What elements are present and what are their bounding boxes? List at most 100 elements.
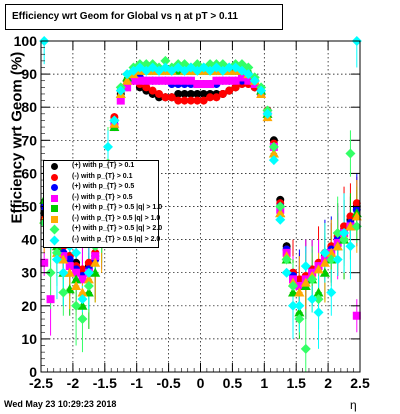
- data-point: [155, 89, 164, 98]
- data-point: [313, 287, 324, 297]
- data-point: [83, 287, 94, 297]
- legend-entry: (+) with p_{T} > 0.5: [44, 182, 158, 193]
- y-tick-label: 0: [29, 364, 37, 380]
- legend-label: (-) with p_{T} > 0.5 |q| > 1.0: [72, 214, 161, 222]
- x-tick-label: 0.5: [223, 375, 243, 391]
- data-point: [345, 241, 356, 252]
- legend-entry: (+) with p_{T} > 0.5 |q| > 1.0: [44, 203, 162, 214]
- legend-label: (+) with p_{T} > 0.5 |q| > 2.0: [72, 225, 163, 232]
- data-point: [249, 75, 260, 86]
- data-point: [288, 287, 299, 297]
- data-point: [122, 75, 133, 85]
- data-point: [167, 93, 176, 102]
- data-point: [352, 311, 361, 320]
- legend-marker: [51, 205, 58, 212]
- data-point: [51, 254, 62, 265]
- legend-marker: [49, 235, 60, 245]
- data-point: [326, 254, 337, 265]
- x-tick-label: 2.5: [350, 375, 370, 391]
- data-point: [64, 267, 75, 277]
- y-tick-label: 20: [21, 298, 37, 314]
- y-tick-label: 50: [21, 199, 37, 215]
- data-point: [295, 275, 304, 284]
- x-tick-label: 2: [324, 375, 332, 391]
- legend-entry: (+) with p_{T} > 0.5 |q| > 2.0: [44, 224, 162, 235]
- data-point: [256, 85, 267, 96]
- data-point: [64, 284, 75, 294]
- data-point: [326, 287, 337, 298]
- data-point: [237, 73, 246, 82]
- data-point: [206, 80, 215, 89]
- timestamp-footer: Wed May 23 10:29:23 2018: [4, 399, 117, 409]
- y-axis-label: Efficiency wrt Geom (%): [8, 51, 26, 224]
- x-tick-label: -1: [130, 375, 143, 391]
- data-point: [129, 76, 138, 85]
- data-point: [281, 267, 292, 278]
- data-point: [71, 274, 82, 284]
- data-point: [300, 261, 311, 272]
- legend-marker: [51, 194, 58, 202]
- data-point: [288, 300, 299, 311]
- data-point: [294, 287, 305, 297]
- data-point: [313, 294, 324, 305]
- data-point: [268, 141, 279, 152]
- data-point: [294, 314, 305, 325]
- y-tick-label: 90: [21, 66, 37, 82]
- data-point: [332, 241, 343, 251]
- data-point: [91, 252, 100, 261]
- data-point: [142, 76, 151, 85]
- x-tick-label: -2: [67, 375, 80, 391]
- data-point: [307, 294, 318, 305]
- data-point: [135, 76, 144, 85]
- data-point: [77, 314, 88, 325]
- legend-entry: (-) with p_{T} > 0.5 |q| > 1.0: [44, 214, 161, 225]
- data-point: [174, 96, 183, 105]
- data-point: [275, 201, 286, 212]
- legend-label: (+) with p_{T} > 0.5: [72, 183, 135, 190]
- legend-label: (+) with p_{T} > 0.1: [72, 162, 135, 169]
- x-tick-label: -2.5: [29, 375, 53, 391]
- data-point: [224, 62, 235, 73]
- x-tick-label: 1: [260, 375, 268, 391]
- data-point: [84, 258, 93, 267]
- data-point: [319, 247, 330, 258]
- legend-entry: (+) with p_{T} > 0.1: [44, 161, 158, 172]
- data-point: [78, 275, 87, 284]
- data-point: [72, 268, 81, 277]
- legend-marker: [51, 215, 58, 223]
- y-tick-label: 10: [21, 331, 37, 347]
- data-point: [225, 76, 234, 85]
- data-point: [218, 76, 227, 85]
- data-point: [186, 76, 195, 85]
- data-point: [65, 262, 74, 271]
- data-point: [212, 76, 221, 85]
- data-point: [193, 96, 202, 105]
- data-point: [231, 83, 240, 92]
- data-point: [71, 247, 82, 258]
- data-point: [244, 76, 253, 85]
- data-point: [326, 247, 337, 257]
- data-point: [332, 227, 343, 238]
- x-tick-label: 0: [197, 375, 205, 391]
- data-point: [332, 254, 343, 265]
- x-axis-label: η: [350, 398, 357, 412]
- legend-marker: [51, 184, 58, 191]
- data-point: [186, 96, 195, 105]
- data-point: [294, 307, 305, 317]
- y-tick-label: 60: [21, 165, 37, 181]
- data-point: [199, 80, 208, 89]
- data-point: [351, 221, 362, 232]
- data-point: [148, 86, 157, 95]
- data-point: [160, 55, 171, 66]
- data-point: [167, 76, 176, 85]
- data-point: [281, 254, 292, 265]
- x-tick-label: -0.5: [157, 375, 181, 391]
- legend-marker: [51, 163, 58, 170]
- data-point: [155, 76, 164, 85]
- data-point: [180, 96, 189, 105]
- data-point: [51, 247, 62, 258]
- data-point: [109, 115, 120, 126]
- data-point: [346, 212, 355, 221]
- data-point: [83, 267, 94, 278]
- data-point: [193, 89, 202, 98]
